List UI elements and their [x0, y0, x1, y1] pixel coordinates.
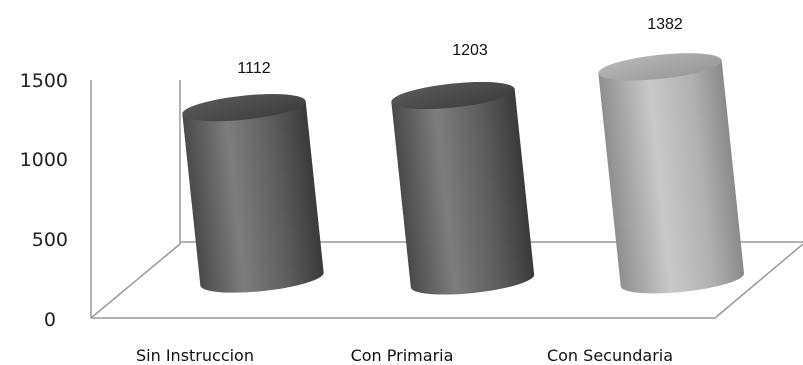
y-tick-label: 500	[32, 229, 68, 251]
cylinder-top	[182, 94, 306, 122]
cylinder-body	[182, 101, 324, 293]
data-label: 1382	[647, 16, 683, 33]
cylinder-body	[391, 89, 535, 295]
category-label: Con Secundaria	[547, 346, 673, 365]
bar-con-primaria	[391, 81, 535, 295]
cylinder-body	[598, 60, 745, 294]
bar-con-secundaria	[598, 53, 745, 294]
category-label: Sin Instruccion	[136, 346, 254, 365]
bar-sin-instruccion	[182, 94, 324, 293]
data-label: 1203	[452, 42, 488, 59]
y-axis-ticks: 0 500 1000 1500	[20, 70, 68, 331]
floor-right-edge	[714, 243, 803, 319]
y-tick-label: 1000	[20, 149, 68, 171]
bars	[182, 53, 745, 295]
data-labels: 1112 1203 1382	[237, 16, 683, 77]
cylinder-top	[391, 81, 515, 110]
x-axis-categories: Sin Instruccion Con Primaria Con Secunda…	[136, 346, 673, 365]
y-tick-label: 0	[44, 309, 56, 331]
y-tick-label: 1500	[20, 70, 68, 92]
category-label: Con Primaria	[351, 346, 454, 365]
cylinder-top	[598, 53, 722, 81]
data-label: 1112	[237, 60, 270, 77]
floor-left-edge	[90, 243, 181, 319]
